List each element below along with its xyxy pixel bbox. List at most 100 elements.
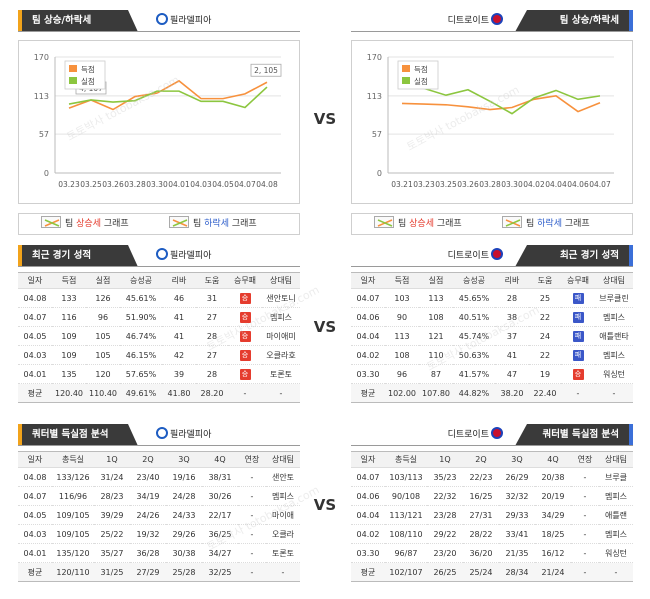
table-cell: 109/105 [52, 524, 94, 544]
legend-swatch [69, 65, 77, 72]
x-tick-label: 03.23 [58, 180, 80, 189]
y-tick-label: 170 [34, 53, 49, 62]
x-tick-label: 04.04 [545, 180, 567, 189]
table-cell: 26/25 [427, 562, 463, 582]
column-header: 상대팀 [599, 451, 633, 468]
table-cell: - [238, 467, 266, 487]
left-record-title: 최근 경기 성적 [18, 245, 138, 267]
table-cell: 45.74% [453, 326, 495, 346]
table-cell: 28/23 [94, 486, 130, 506]
table-cell: 20/19 [535, 486, 571, 506]
table-cell: 108 [419, 307, 453, 327]
table-row: 04.04 113/121 23/28 27/31 29/33 34/29- 애틀랜 [351, 505, 633, 525]
table-cell: 37 [495, 326, 529, 346]
vs-label-1: VS [313, 110, 337, 128]
right-chart-header: 팀 상승/하락세 디트로이트 [351, 10, 633, 32]
table-cell: - [571, 505, 599, 525]
x-tick-label: 03.25 [80, 180, 102, 189]
table-cell: - [571, 467, 599, 487]
table-cell: 워싱턴 [599, 543, 633, 563]
x-tick-label: 03.23 [413, 180, 435, 189]
table-cell: 32/25 [202, 562, 238, 582]
table-cell: 28 [196, 364, 228, 384]
table-cell: 96 [86, 307, 120, 327]
table-cell: 26/29 [499, 467, 535, 487]
table-cell: 103/113 [385, 467, 427, 487]
right-trend-chart: 0 57 113 170 03.21 03.23 03.25 03.26 03.28 03.30 0… [351, 40, 633, 204]
table-cell: 46 [162, 288, 196, 308]
column-header: 승무패 [561, 272, 595, 289]
result-badge: 패 [572, 292, 584, 304]
table-cell: 126 [86, 288, 120, 308]
table-cell: 23/28 [427, 505, 463, 525]
table-cell: 35/23 [427, 467, 463, 487]
table-cell: 19 [529, 364, 561, 384]
table-cell: 23/20 [427, 543, 463, 563]
table-cell: 34/29 [535, 505, 571, 525]
legend-swatch [69, 77, 77, 84]
series-line [68, 86, 268, 109]
table-cell: - [266, 562, 300, 582]
right-record-title: 최근 경기 성적 [515, 245, 633, 267]
table-cell: - [561, 383, 595, 403]
table-cell: 38.20 [495, 383, 529, 403]
table-cell: 27 [196, 307, 228, 327]
table-cell: 04.06 [351, 307, 385, 327]
table-cell: 36/25 [202, 524, 238, 544]
table-cell: 멤피스 [595, 307, 633, 327]
vs-label-2: VS [313, 318, 337, 336]
right-record-panel: 최근 경기 성적 디트로이트 일자 득점 실점 승성공 리바 도움 승무패 상대팀 04.07 1… [351, 245, 633, 403]
result-badge: 패 [572, 349, 584, 361]
table-cell: 133 [52, 288, 86, 308]
right-team-name: 디트로이트 [447, 16, 489, 26]
x-tick-label: 04.08 [256, 180, 278, 189]
table-cell: - [238, 486, 266, 506]
table-cell: 04.03 [18, 524, 52, 544]
table-cell: 41 [495, 345, 529, 365]
table-cell: 103 [385, 288, 419, 308]
table-cell: 102/107 [385, 562, 427, 582]
column-header: 상대팀 [595, 272, 633, 289]
table-cell: 51.90% [120, 307, 162, 327]
x-tick-label: 03.26 [457, 180, 479, 189]
table-row: 04.08 133/126 31/24 23/40 19/16 38/31- 샌안토 [18, 467, 300, 487]
column-header: 득점 [385, 272, 419, 289]
table-cell: 04.03 [18, 345, 52, 365]
table-cell: 22/32 [427, 486, 463, 506]
result-badge: 승 [239, 368, 251, 380]
table-cell: 36/28 [130, 543, 166, 563]
left-trend-legend: 팀 상승세 그래프 팀 하락세 그래프 [18, 213, 300, 235]
rise-graph-icon [41, 216, 61, 228]
table-cell: 30/38 [166, 543, 202, 563]
average-row: 평균 102.00 107.80 44.82% 38.20 22.40- - [351, 383, 633, 403]
series-line [68, 79, 268, 111]
series-line [401, 86, 601, 115]
table-cell: 24/28 [166, 486, 202, 506]
table-cell: 샌안토 [266, 467, 300, 487]
x-tick-label: 03.30 [146, 180, 168, 189]
table-cell: - [238, 562, 266, 582]
table-cell: 마이애미 [262, 326, 300, 346]
fall-graph-icon [502, 216, 522, 228]
table-row: 04.01 135/120 35/27 36/28 30/38 34/27- 토론토 [18, 543, 300, 563]
table-cell: 45.65% [453, 288, 495, 308]
table-cell: 22/17 [202, 505, 238, 525]
table-cell: 108 [385, 345, 419, 365]
table-cell: 04.02 [351, 524, 385, 544]
table-row: 04.04 113 121 45.74% 37 24 패 애틀랜타 [351, 326, 633, 346]
vs-label-3: VS [313, 496, 337, 514]
table-cell: 04.01 [18, 364, 52, 384]
table-cell: 워싱턴 [595, 364, 633, 384]
table-cell: 120 [86, 364, 120, 384]
column-header: 2Q [130, 451, 166, 468]
table-row: 04.07 116 96 51.90% 41 27 승 멤피스 [18, 307, 300, 327]
column-header: 실점 [86, 272, 120, 289]
table-row: 03.30 96 87 41.57% 47 19 승 워싱턴 [351, 364, 633, 384]
column-header: 일자 [18, 272, 52, 289]
table-cell: 29/26 [166, 524, 202, 544]
rise-graph-icon [374, 216, 394, 228]
x-tick-label: 04.06 [567, 180, 589, 189]
column-header: 득점 [52, 272, 86, 289]
table-cell: 28/34 [499, 562, 535, 582]
